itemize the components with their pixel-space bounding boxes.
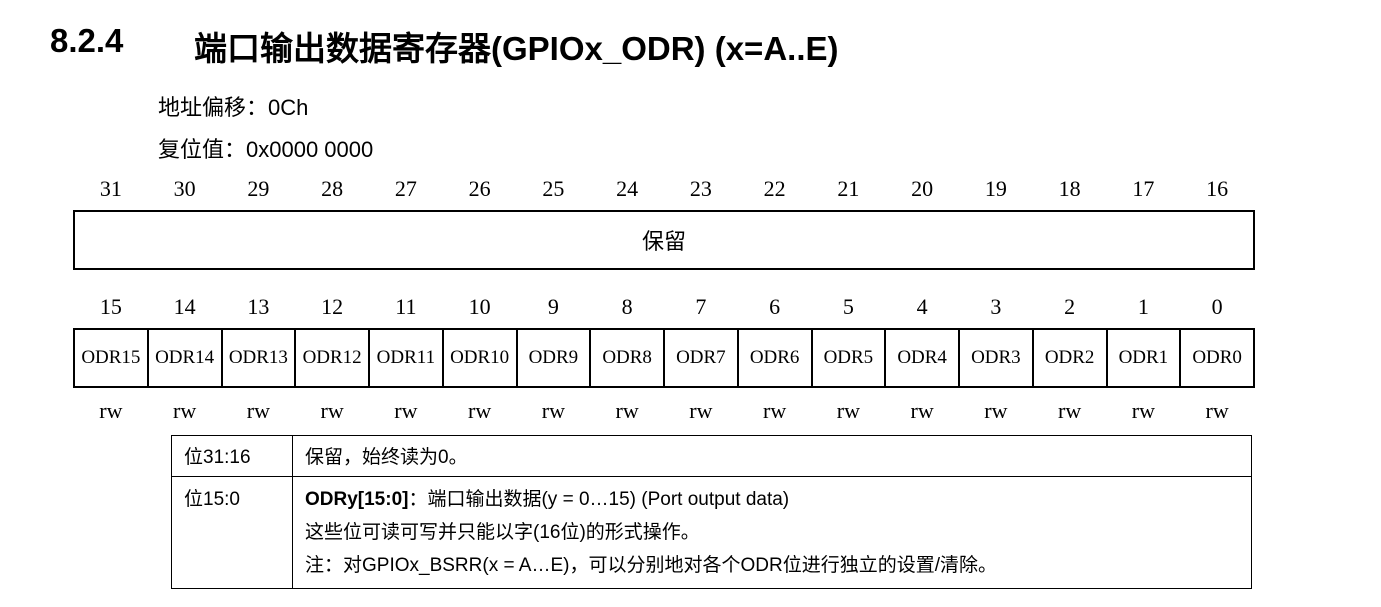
bit-description-cell: ODRy[15:0]：端口输出数据(y = 0…15) (Port output… <box>292 476 1252 589</box>
bit-range-cell: 位31:16 <box>171 435 293 477</box>
bit-number: 2 <box>1064 294 1076 319</box>
odr-field-cell: ODR13 <box>223 330 297 386</box>
odr-field-cell: ODR7 <box>665 330 739 386</box>
odr-field-cell: ODR4 <box>886 330 960 386</box>
bit-number: 4 <box>916 294 928 319</box>
bit-range: 位31:16 <box>184 447 251 468</box>
bit-number: 0 <box>1211 294 1223 319</box>
bit-number: 25 <box>542 176 565 201</box>
access-type: rw <box>1205 398 1229 423</box>
reserved-field: 保留 <box>73 210 1255 270</box>
odr-field-cell: ODR6 <box>739 330 813 386</box>
bit-number: 16 <box>1206 176 1229 201</box>
address-offset: 地址偏移：0Ch <box>158 90 308 122</box>
bit-number: 27 <box>394 176 417 201</box>
access-type: rw <box>763 398 787 423</box>
access-type: rw <box>394 398 418 423</box>
bit-number: 13 <box>247 294 270 319</box>
bit-number: 22 <box>763 176 786 201</box>
table-row: 位15:0 ODRy[15:0]：端口输出数据(y = 0…15) (Port … <box>171 476 1252 589</box>
bit-number: 12 <box>321 294 344 319</box>
bit-number: 21 <box>837 176 860 201</box>
access-type: rw <box>468 398 492 423</box>
access-type: rw <box>320 398 344 423</box>
field-heading: ODRy[15:0]：端口输出数据(y = 0…15) (Port output… <box>305 483 1239 516</box>
section-title: 端口输出数据寄存器(GPIOx_ODR) (x=A..E) <box>194 30 839 67</box>
bit-number: 6 <box>769 294 781 319</box>
odr-field-cell: ODR5 <box>813 330 887 386</box>
bit-description-cell: 保留，始终读为0。 <box>292 435 1252 477</box>
odr-field-cell: ODR9 <box>518 330 592 386</box>
bit-number: 17 <box>1132 176 1155 201</box>
bit-number: 7 <box>695 294 707 319</box>
lower-bit-numbers: 15 14 13 12 11 10 9 8 7 6 5 4 3 2 1 0 <box>74 294 1254 320</box>
access-types-row: rw rw rw rw rw rw rw rw rw rw rw rw rw r… <box>74 398 1254 424</box>
odr-field-cell: ODR15 <box>75 330 149 386</box>
odr-field-cell: ODR14 <box>149 330 223 386</box>
access-type: rw <box>910 398 934 423</box>
bit-number: 18 <box>1058 176 1081 201</box>
bit-number: 10 <box>468 294 491 319</box>
bit-number: 11 <box>395 294 417 319</box>
access-type: rw <box>1131 398 1155 423</box>
odr-field-cell: ODR8 <box>591 330 665 386</box>
bit-number: 19 <box>984 176 1007 201</box>
table-row: 位31:16 保留，始终读为0。 <box>171 435 1252 477</box>
odr-field-cell: ODR2 <box>1034 330 1108 386</box>
bit-number: 5 <box>842 294 854 319</box>
bit-number: 9 <box>547 294 559 319</box>
reset-value-value: 0x0000 0000 <box>246 137 374 162</box>
bit-range: 位15:0 <box>184 489 240 510</box>
odr-fields-row: ODR15 ODR14 ODR13 ODR12 ODR11 ODR10 ODR9… <box>73 328 1255 388</box>
reset-value: 复位值：0x0000 0000 <box>158 132 373 164</box>
access-type: rw <box>541 398 565 423</box>
odr-field-cell: ODR10 <box>444 330 518 386</box>
odr-field-cell: ODR12 <box>296 330 370 386</box>
reset-value-label: 复位值： <box>158 137 247 162</box>
reserved-label: 保留 <box>641 229 686 254</box>
bit-number: 8 <box>621 294 633 319</box>
access-type: rw <box>173 398 197 423</box>
bit-description-table: 位31:16 保留，始终读为0。 位15:0 ODRy[15:0]：端口输出数据… <box>171 435 1252 589</box>
address-offset-label: 地址偏移： <box>158 95 269 120</box>
upper-bit-numbers: 31 30 29 28 27 26 25 24 23 22 21 20 19 1… <box>74 176 1254 202</box>
bit-number: 24 <box>616 176 639 201</box>
bit-number: 28 <box>321 176 344 201</box>
bit-number: 3 <box>990 294 1002 319</box>
field-name: ODRy[15:0] <box>305 489 409 510</box>
bit-number: 23 <box>689 176 712 201</box>
bit-description: 保留，始终读为0。 <box>305 447 468 468</box>
bit-number: 29 <box>247 176 270 201</box>
access-type: rw <box>984 398 1008 423</box>
access-type: rw <box>689 398 713 423</box>
odr-field-cell: ODR1 <box>1108 330 1182 386</box>
odr-field-cell: ODR0 <box>1192 347 1242 368</box>
access-type: rw <box>99 398 123 423</box>
access-type: rw <box>1058 398 1082 423</box>
bit-number: 26 <box>468 176 491 201</box>
odr-field-cell: ODR3 <box>960 330 1034 386</box>
address-offset-value: 0Ch <box>268 95 309 120</box>
bit-number: 31 <box>99 176 122 201</box>
bit-number: 1 <box>1137 294 1149 319</box>
bit-number: 14 <box>173 294 196 319</box>
field-access-note: 这些位可读可写并只能以字(16位)的形式操作。 <box>305 522 700 543</box>
bit-number: 30 <box>173 176 196 201</box>
bit-number: 15 <box>99 294 122 319</box>
access-type: rw <box>246 398 270 423</box>
odr-field-cell: ODR11 <box>370 330 444 386</box>
access-type: rw <box>836 398 860 423</box>
bit-number: 20 <box>911 176 934 201</box>
section-number: 8.2.4 <box>50 22 124 59</box>
field-summary: ：端口输出数据(y = 0…15) (Port output data) <box>408 489 790 510</box>
access-type: rw <box>615 398 639 423</box>
field-bsrr-note: 注：对GPIOx_BSRR(x = A…E)，可以分别地对各个ODR位进行独立的… <box>305 555 997 576</box>
bit-range-cell: 位15:0 <box>171 476 293 589</box>
